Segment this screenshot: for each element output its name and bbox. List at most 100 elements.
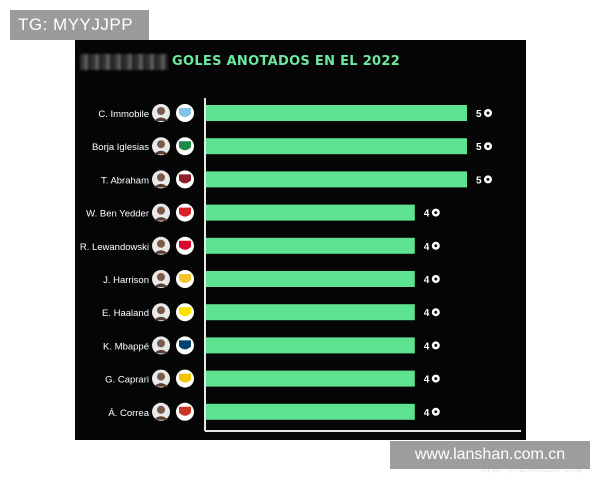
- player-avatar-e-haaland: [152, 303, 170, 322]
- avatar-head: [157, 239, 165, 248]
- site-watermark: www.lanshan.com.cn: [390, 441, 590, 469]
- category-label-correa: Á. Correa: [108, 408, 149, 419]
- player-avatar-r-lewandowski: [152, 236, 170, 255]
- avatar-head: [157, 372, 165, 381]
- value-label-borja-iglesias: 5: [476, 142, 482, 153]
- ball-patch: [434, 211, 438, 215]
- crest-shield: [179, 307, 191, 317]
- category-label-w-ben-yedder: W. Ben Yedder: [86, 209, 149, 220]
- ball-patch: [486, 177, 490, 181]
- blurred-logo: [80, 54, 168, 70]
- ball-patch: [486, 111, 490, 115]
- soccer-ball-icon: [431, 341, 440, 350]
- atletico-crest-icon: [176, 402, 194, 421]
- player-avatar-k-mbapp: [152, 336, 170, 355]
- bar-g-caprari: [206, 370, 415, 387]
- category-label-k-mbapp: K. Mbappé: [103, 341, 149, 352]
- ball-patch: [434, 244, 438, 248]
- category-label-borja-iglesias: Borja Iglesias: [92, 142, 149, 153]
- value-label-t-abraham: 5: [476, 175, 482, 186]
- avatar-shoulders: [154, 349, 168, 354]
- soccer-ball-icon: [484, 142, 492, 151]
- crest-shield: [179, 340, 191, 350]
- chart-title: GOLES ANOTADOS EN EL 2022: [172, 54, 401, 69]
- soccer-ball-icon: [484, 175, 492, 184]
- crest-shield: [179, 373, 191, 383]
- value-label-c-immobile: 5: [476, 109, 482, 120]
- player-avatar-t-abraham: [152, 170, 170, 189]
- ball-patch: [434, 277, 438, 281]
- avatar-head: [157, 339, 165, 348]
- category-label-c-immobile: C. Immobile: [98, 109, 149, 120]
- value-label-j-harrison: 4: [424, 275, 430, 286]
- category-label-t-abraham: T. Abraham: [101, 175, 149, 186]
- avatar-head: [157, 273, 165, 281]
- bar-e-haaland: [206, 304, 415, 321]
- bar-k-mbapp: [206, 337, 415, 354]
- soccer-ball-icon: [431, 407, 440, 416]
- avatar-shoulders: [154, 117, 168, 121]
- bar-j-harrison: [206, 271, 415, 287]
- value-label-r-lewandowski: 4: [424, 242, 430, 253]
- value-label-g-caprari: 4: [424, 375, 430, 386]
- category-label-g-caprari: G. Caprari: [105, 375, 149, 386]
- dortmund-crest-icon: [176, 303, 194, 322]
- ball-patch: [434, 310, 438, 314]
- roma-crest-icon: [176, 170, 194, 189]
- crest-shield: [179, 274, 191, 283]
- avatar-head: [157, 306, 165, 315]
- telegram-watermark: TG: MYYJJPP: [10, 10, 149, 40]
- avatar-shoulders: [154, 183, 168, 188]
- value-label-e-haaland: 4: [424, 308, 430, 319]
- category-label-r-lewandowski: R. Lewandowski: [80, 242, 149, 253]
- player-avatar-w-ben-yedder: [152, 203, 170, 222]
- category-label-e-haaland: E. Haaland: [102, 308, 149, 319]
- player-avatar-borja-iglesias: [152, 137, 170, 156]
- avatar-head: [157, 405, 165, 414]
- chart-panel: GOLES ANOTADOS EN EL 2022 C. Immobile 5 Bo…: [75, 40, 583, 474]
- crest-shield: [179, 108, 191, 117]
- bar-r-lewandowski: [206, 237, 415, 254]
- crest-shield: [179, 174, 191, 184]
- soccer-ball-icon: [431, 308, 440, 317]
- lazio-crest-icon: [176, 104, 194, 122]
- avatar-head: [157, 107, 165, 115]
- player-avatar-g-caprari: [152, 369, 170, 388]
- ball-patch: [434, 377, 438, 381]
- avatar-shoulders: [154, 316, 168, 321]
- bar-w-ben-yedder: [206, 204, 415, 221]
- bayern-crest-icon: [176, 236, 194, 255]
- category-label-j-harrison: J. Harrison: [103, 275, 149, 286]
- avatar-shoulders: [154, 383, 168, 387]
- value-label-correa: 4: [424, 408, 430, 419]
- avatar-head: [157, 206, 165, 215]
- bar-t-abraham: [206, 171, 467, 188]
- bar-chart: C. Immobile 5 Borja Iglesias 5 T. Abraham 5 W.…: [80, 98, 521, 432]
- betis-crest-icon: [176, 137, 194, 156]
- soccer-ball-icon: [431, 374, 440, 383]
- bar-borja-iglesias: [206, 138, 467, 155]
- ball-patch: [434, 410, 438, 414]
- soccer-ball-icon: [484, 109, 492, 117]
- soccer-ball-icon: [431, 241, 440, 250]
- avatar-shoulders: [154, 217, 168, 221]
- player-avatar-c-immobile: [152, 104, 170, 122]
- avatar-shoulders: [154, 416, 168, 420]
- player-avatar-j-harrison: [152, 270, 170, 288]
- verona-crest-icon: [176, 369, 194, 388]
- crest-shield: [179, 207, 191, 217]
- soccer-ball-icon: [431, 208, 440, 217]
- player-avatar-correa: [152, 402, 170, 421]
- bar-c-immobile: [206, 105, 467, 121]
- leeds-crest-icon: [176, 270, 194, 288]
- avatar-shoulders: [154, 283, 168, 287]
- value-label-k-mbapp: 4: [424, 341, 430, 352]
- value-label-w-ben-yedder: 4: [424, 209, 430, 220]
- psg-crest-icon: [176, 336, 194, 355]
- crest-shield: [179, 240, 191, 250]
- bar-correa: [206, 403, 415, 420]
- avatar-shoulders: [154, 250, 168, 254]
- crest-shield: [179, 141, 191, 151]
- avatar-head: [157, 140, 165, 149]
- avatar-head: [157, 173, 165, 182]
